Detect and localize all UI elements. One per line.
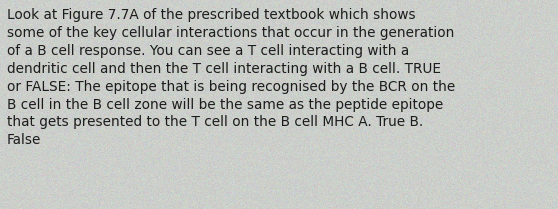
Text: Look at Figure 7.7A of the prescribed textbook which shows
some of the key cellu: Look at Figure 7.7A of the prescribed te…: [7, 8, 455, 147]
